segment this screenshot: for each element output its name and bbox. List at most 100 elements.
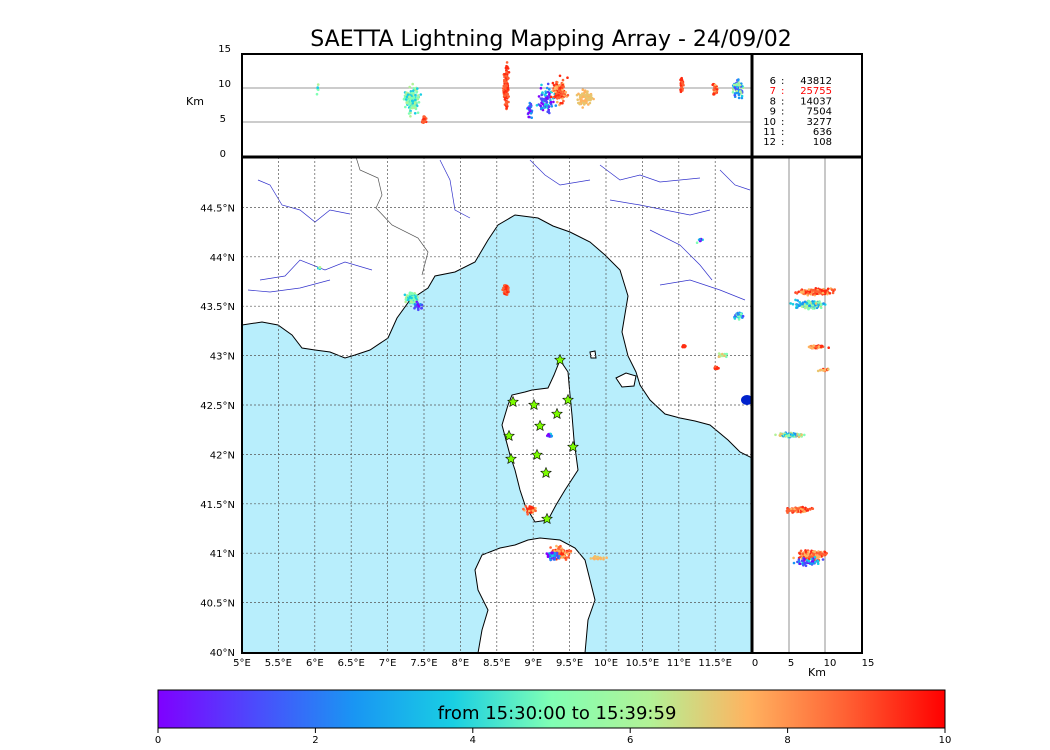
station-marker	[531, 448, 543, 461]
lightning-source	[584, 99, 588, 103]
station-count-value: 14037	[800, 96, 832, 107]
lightning-source	[811, 552, 814, 555]
lightning-source	[315, 92, 319, 96]
lightning-source	[582, 99, 586, 103]
lightning-source	[554, 104, 558, 107]
lon-tick-label: 8°E	[452, 658, 470, 669]
lightning-source	[404, 298, 408, 301]
lightning-source	[562, 92, 565, 95]
lightning-source	[740, 94, 744, 98]
station-count-table: 6: 43812 7: 25755 8: 14037 9: 7504 10: 3277 11: 636…	[763, 76, 832, 148]
lightning-source	[528, 105, 532, 109]
lat-tick-label: 40.5°N	[200, 599, 235, 610]
lightning-source	[818, 290, 821, 293]
lightning-source	[681, 87, 684, 90]
map-graticule	[242, 157, 752, 653]
lightning-source	[555, 85, 559, 88]
lightning-source	[505, 74, 508, 78]
lightning-source	[594, 555, 597, 559]
lightning-source	[539, 86, 543, 90]
lightning-source	[563, 555, 566, 558]
lightning-source	[833, 288, 836, 291]
station-marker	[554, 353, 566, 366]
lightning-source	[549, 95, 553, 99]
lightning-source	[552, 558, 555, 561]
lightning-source	[804, 564, 808, 568]
lightning-source	[564, 558, 568, 561]
lightning-source	[317, 88, 320, 92]
lightning-source	[823, 369, 826, 372]
lightning-source	[555, 551, 559, 555]
lightning-source	[562, 85, 565, 88]
lightning-source	[566, 76, 569, 79]
lightning-source	[737, 78, 740, 81]
lightning-source	[738, 83, 742, 87]
lightning-source	[503, 98, 507, 101]
lightning-source	[805, 302, 809, 305]
alt-tick-0: 0	[220, 149, 226, 160]
lat-tick-label: 41.5°N	[200, 500, 235, 511]
lightning-source	[501, 87, 505, 90]
lightning-source	[552, 100, 555, 104]
lightning-source	[791, 302, 795, 306]
lightning-source	[507, 100, 510, 104]
lightning-source	[506, 92, 510, 96]
lightning-source	[555, 554, 559, 557]
lightning-source	[416, 111, 420, 114]
lightning-source	[801, 562, 804, 566]
lightning-source	[796, 560, 799, 564]
lightning-source	[543, 97, 546, 101]
lightning-source	[808, 306, 811, 310]
lightning-source	[413, 112, 417, 115]
lightning-source	[562, 99, 565, 103]
lightning-source	[526, 513, 529, 516]
lightning-source	[681, 82, 684, 86]
lightning-source	[411, 82, 415, 86]
lightning-source	[736, 313, 740, 316]
lightning-source	[795, 291, 798, 295]
station-count-value: 636	[813, 127, 832, 138]
lightning-source	[681, 344, 685, 347]
alt-tick-5: 5	[220, 114, 226, 125]
lightning-source	[546, 110, 549, 114]
lat-tick-label: 43°N	[210, 352, 235, 363]
lightning-source	[789, 302, 792, 305]
lightning-source	[548, 553, 552, 556]
lightning-source	[547, 105, 551, 108]
lightning-source	[403, 293, 407, 297]
lightning-source	[582, 95, 585, 98]
lightning-source	[404, 300, 408, 304]
station-count-separator: :	[781, 96, 784, 107]
station-count-stations: 11	[763, 127, 776, 138]
lon-tick-label: 11.5°E	[698, 658, 732, 669]
lightning-source	[737, 96, 741, 100]
lightning-source	[732, 83, 736, 87]
lightning-source	[735, 82, 738, 86]
lightning-source	[404, 98, 408, 101]
lightning-source	[527, 115, 530, 119]
lightning-source	[421, 120, 425, 123]
lightning-source	[809, 562, 813, 565]
lightning-source	[811, 300, 814, 303]
lightning-source	[713, 85, 716, 89]
station-marker	[507, 395, 519, 408]
lightning-source	[540, 83, 543, 87]
lightning-source	[524, 505, 528, 508]
lightning-source	[790, 507, 793, 511]
lightning-source	[785, 434, 788, 438]
figure-title: SAETTA Lightning Mapping Array - 24/09/0…	[310, 27, 791, 52]
lightning-source	[813, 550, 816, 554]
lightning-source	[589, 96, 592, 99]
lightning-source	[561, 78, 565, 82]
lightning-source	[414, 93, 417, 97]
lon-tick-label: 5°E	[233, 658, 251, 669]
lightning-source	[558, 86, 562, 90]
lightning-source	[559, 90, 563, 93]
lightning-source	[316, 83, 320, 86]
lightning-source	[815, 290, 819, 293]
lightning-source	[803, 433, 806, 437]
station-marker	[541, 512, 553, 525]
lightning-source	[790, 509, 794, 513]
lightning-source	[406, 93, 410, 96]
lightning-source	[559, 101, 562, 105]
